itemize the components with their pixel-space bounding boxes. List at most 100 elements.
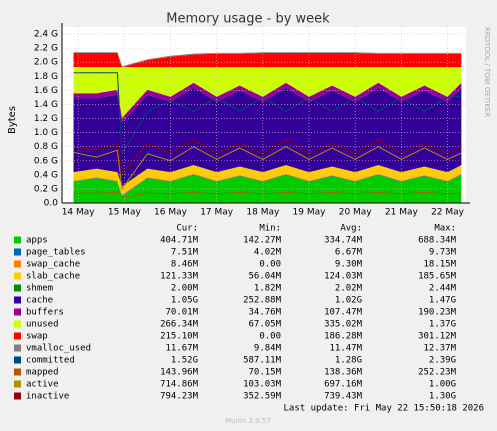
legend-stat: 0.00 xyxy=(259,332,281,342)
legend-swatch xyxy=(14,380,21,388)
legend-column-header: Min: xyxy=(259,224,281,234)
x-tick-label: 14 May xyxy=(62,208,96,218)
version: Munin 2.0.57 xyxy=(225,417,271,425)
legend-swatch xyxy=(14,332,21,340)
legend-label: buffers xyxy=(26,308,64,318)
legend-stat: 0.00 xyxy=(259,260,281,270)
legend-stat: 252.88M xyxy=(243,296,282,306)
legend-swatch xyxy=(14,392,21,400)
legend-stat: 185.65M xyxy=(418,272,457,282)
legend-stat: 334.74M xyxy=(324,236,363,246)
legend-stat: 794.23M xyxy=(160,392,199,402)
legend-stat: 335.02M xyxy=(324,320,363,330)
legend-stat: 103.03M xyxy=(243,380,282,390)
y-tick-label: 1.2 G xyxy=(34,114,58,124)
x-tick-label: 16 May xyxy=(154,208,188,218)
legend-stat: 138.36M xyxy=(324,368,363,378)
legend-stat: 739.43M xyxy=(324,392,363,402)
legend-stat: 266.34M xyxy=(160,320,199,330)
legend-label: vmalloc_used xyxy=(26,344,91,354)
legend-stat: 190.23M xyxy=(418,308,457,318)
y-tick-label: 1.8 G xyxy=(34,72,58,82)
y-tick-label: 2.4 G xyxy=(34,30,58,40)
legend-label: cache xyxy=(26,296,53,306)
legend-stat: 9.73M xyxy=(429,248,457,258)
legend-column-header: Cur: xyxy=(176,224,198,234)
x-tick-label: 19 May xyxy=(293,208,327,218)
area-cache xyxy=(73,87,462,187)
legend-stat: 714.86M xyxy=(160,380,199,390)
legend-swatch xyxy=(14,284,21,292)
legend-label: inactive xyxy=(26,392,69,402)
legend-label: swap_cache xyxy=(26,260,80,270)
legend-swatch xyxy=(14,296,21,304)
area-slab-cache xyxy=(73,165,462,195)
legend-stat: 9.84M xyxy=(254,344,282,354)
legend-swatch xyxy=(14,260,21,268)
plot-layer: 0.0 0.2 G 0.4 G 0.6 G 0.8 G 1.0 G 1.2 G 1.4 G 1.… xyxy=(34,23,470,218)
legend-stat: 688.34M xyxy=(418,236,457,246)
y-tick-label: 1.4 G xyxy=(34,100,58,110)
y-tick-label: 0.4 G xyxy=(34,170,58,180)
legend-swatch xyxy=(14,272,21,280)
y-tick-label: 0.2 G xyxy=(34,184,58,194)
legend-stat: 1.37G xyxy=(429,320,456,330)
legend-stat: 11.67M xyxy=(165,344,198,354)
legend-stat: 1.47G xyxy=(429,296,456,306)
legend-label: shmem xyxy=(26,284,53,294)
legend-column-header: Max: xyxy=(434,224,456,234)
legend-stat: 107.47M xyxy=(324,308,363,318)
line-mapped xyxy=(73,191,462,198)
x-tick-label: 17 May xyxy=(200,208,234,218)
legend-stat: 352.59M xyxy=(243,392,282,402)
legend-label: unused xyxy=(26,320,59,330)
legend-stat: 301.12M xyxy=(418,332,457,342)
y-tick-label: 1.6 G xyxy=(34,86,58,96)
legend-stat: 215.10M xyxy=(160,332,199,342)
legend-label: committed xyxy=(26,356,75,366)
y-tick-label: 0.0 xyxy=(44,199,59,209)
legend-label: mapped xyxy=(26,368,59,378)
legend-label: slab_cache xyxy=(26,272,80,282)
legend-swatch xyxy=(14,308,21,316)
y-axis-label: Bytes xyxy=(7,106,18,134)
legend-stat: 18.15M xyxy=(423,260,456,270)
legend-stat: 121.33M xyxy=(160,272,199,282)
legend-stat: 7.51M xyxy=(171,248,199,258)
legend-stat: 2.44M xyxy=(429,284,457,294)
legend-stat: 11.47M xyxy=(329,344,362,354)
legend-stat: 587.11M xyxy=(243,356,282,366)
x-tick-label: 22 May xyxy=(431,208,465,218)
legend-stat: 1.28G xyxy=(335,356,362,366)
legend-stat: 56.04M xyxy=(248,272,281,282)
legend-stat: 1.30G xyxy=(429,392,456,402)
chart-title: Memory usage - by week xyxy=(166,12,330,27)
x-tick-label: 21 May xyxy=(385,208,419,218)
legend-label: active xyxy=(26,380,59,390)
legend-swatch xyxy=(14,320,21,328)
legend-stat: 142.27M xyxy=(243,236,282,246)
y-tick-label: 2.2 G xyxy=(34,44,58,54)
legend-stat: 67.05M xyxy=(248,320,281,330)
legend-stat: 1.52G xyxy=(171,356,198,366)
legend-stat: 2.00M xyxy=(171,284,199,294)
line-committed xyxy=(73,72,462,156)
y-tick-label: 1.0 G xyxy=(34,128,58,138)
legend-stat: 2.02M xyxy=(335,284,363,294)
y-tick-label: 2.0 G xyxy=(34,58,58,68)
legend-stat: 143.96M xyxy=(160,368,199,378)
legend-stat: 8.46M xyxy=(171,260,199,270)
legend-stat: 12.37M xyxy=(423,344,456,354)
legend-swatch xyxy=(14,248,21,256)
legend-stat: 4.02M xyxy=(254,248,282,258)
side-text: RRDTOOL / TOBI OETIKER xyxy=(483,27,491,117)
legend-stat: 70.15M xyxy=(248,368,281,378)
legend-stat: 252.23M xyxy=(418,368,457,378)
footer: Last update: Fri May 22 15:50:18 2026 xyxy=(284,404,484,414)
legend-stat: 186.28M xyxy=(324,332,363,342)
legend-swatch xyxy=(14,356,21,364)
area-swap-cache xyxy=(73,173,462,196)
legend-label: apps xyxy=(26,236,48,246)
legend-stat: 1.00G xyxy=(429,380,456,390)
